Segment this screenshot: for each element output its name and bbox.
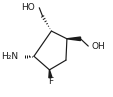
Text: F: F [47,77,53,86]
Text: OH: OH [90,42,104,51]
Polygon shape [48,70,52,78]
Text: HO: HO [21,3,35,12]
Text: H₂N: H₂N [1,52,18,61]
Polygon shape [66,37,80,41]
